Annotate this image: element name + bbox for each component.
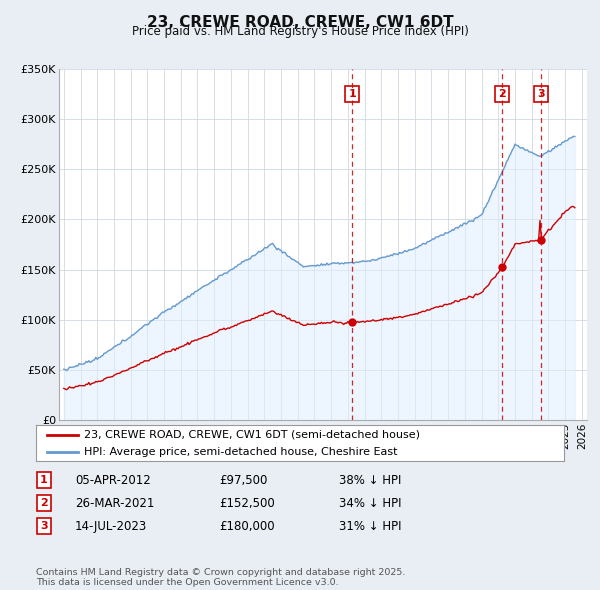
Text: 31% ↓ HPI: 31% ↓ HPI: [339, 520, 401, 533]
Text: 2: 2: [40, 499, 47, 508]
Text: £97,500: £97,500: [219, 474, 268, 487]
Text: 26-MAR-2021: 26-MAR-2021: [75, 497, 154, 510]
Text: Contains HM Land Registry data © Crown copyright and database right 2025.
This d: Contains HM Land Registry data © Crown c…: [36, 568, 406, 587]
Text: 14-JUL-2023: 14-JUL-2023: [75, 520, 147, 533]
Text: £180,000: £180,000: [219, 520, 275, 533]
Text: 38% ↓ HPI: 38% ↓ HPI: [339, 474, 401, 487]
Text: 3: 3: [40, 522, 47, 531]
Text: 1: 1: [40, 476, 47, 485]
Text: HPI: Average price, semi-detached house, Cheshire East: HPI: Average price, semi-detached house,…: [83, 447, 397, 457]
Text: 05-APR-2012: 05-APR-2012: [75, 474, 151, 487]
Text: 23, CREWE ROAD, CREWE, CW1 6DT (semi-detached house): 23, CREWE ROAD, CREWE, CW1 6DT (semi-det…: [83, 430, 419, 440]
Text: 34% ↓ HPI: 34% ↓ HPI: [339, 497, 401, 510]
Text: 3: 3: [537, 89, 544, 99]
Text: 1: 1: [349, 89, 356, 99]
Text: 23, CREWE ROAD, CREWE, CW1 6DT: 23, CREWE ROAD, CREWE, CW1 6DT: [146, 15, 454, 30]
Text: 2: 2: [498, 89, 506, 99]
Text: Price paid vs. HM Land Registry's House Price Index (HPI): Price paid vs. HM Land Registry's House …: [131, 25, 469, 38]
Text: £152,500: £152,500: [219, 497, 275, 510]
